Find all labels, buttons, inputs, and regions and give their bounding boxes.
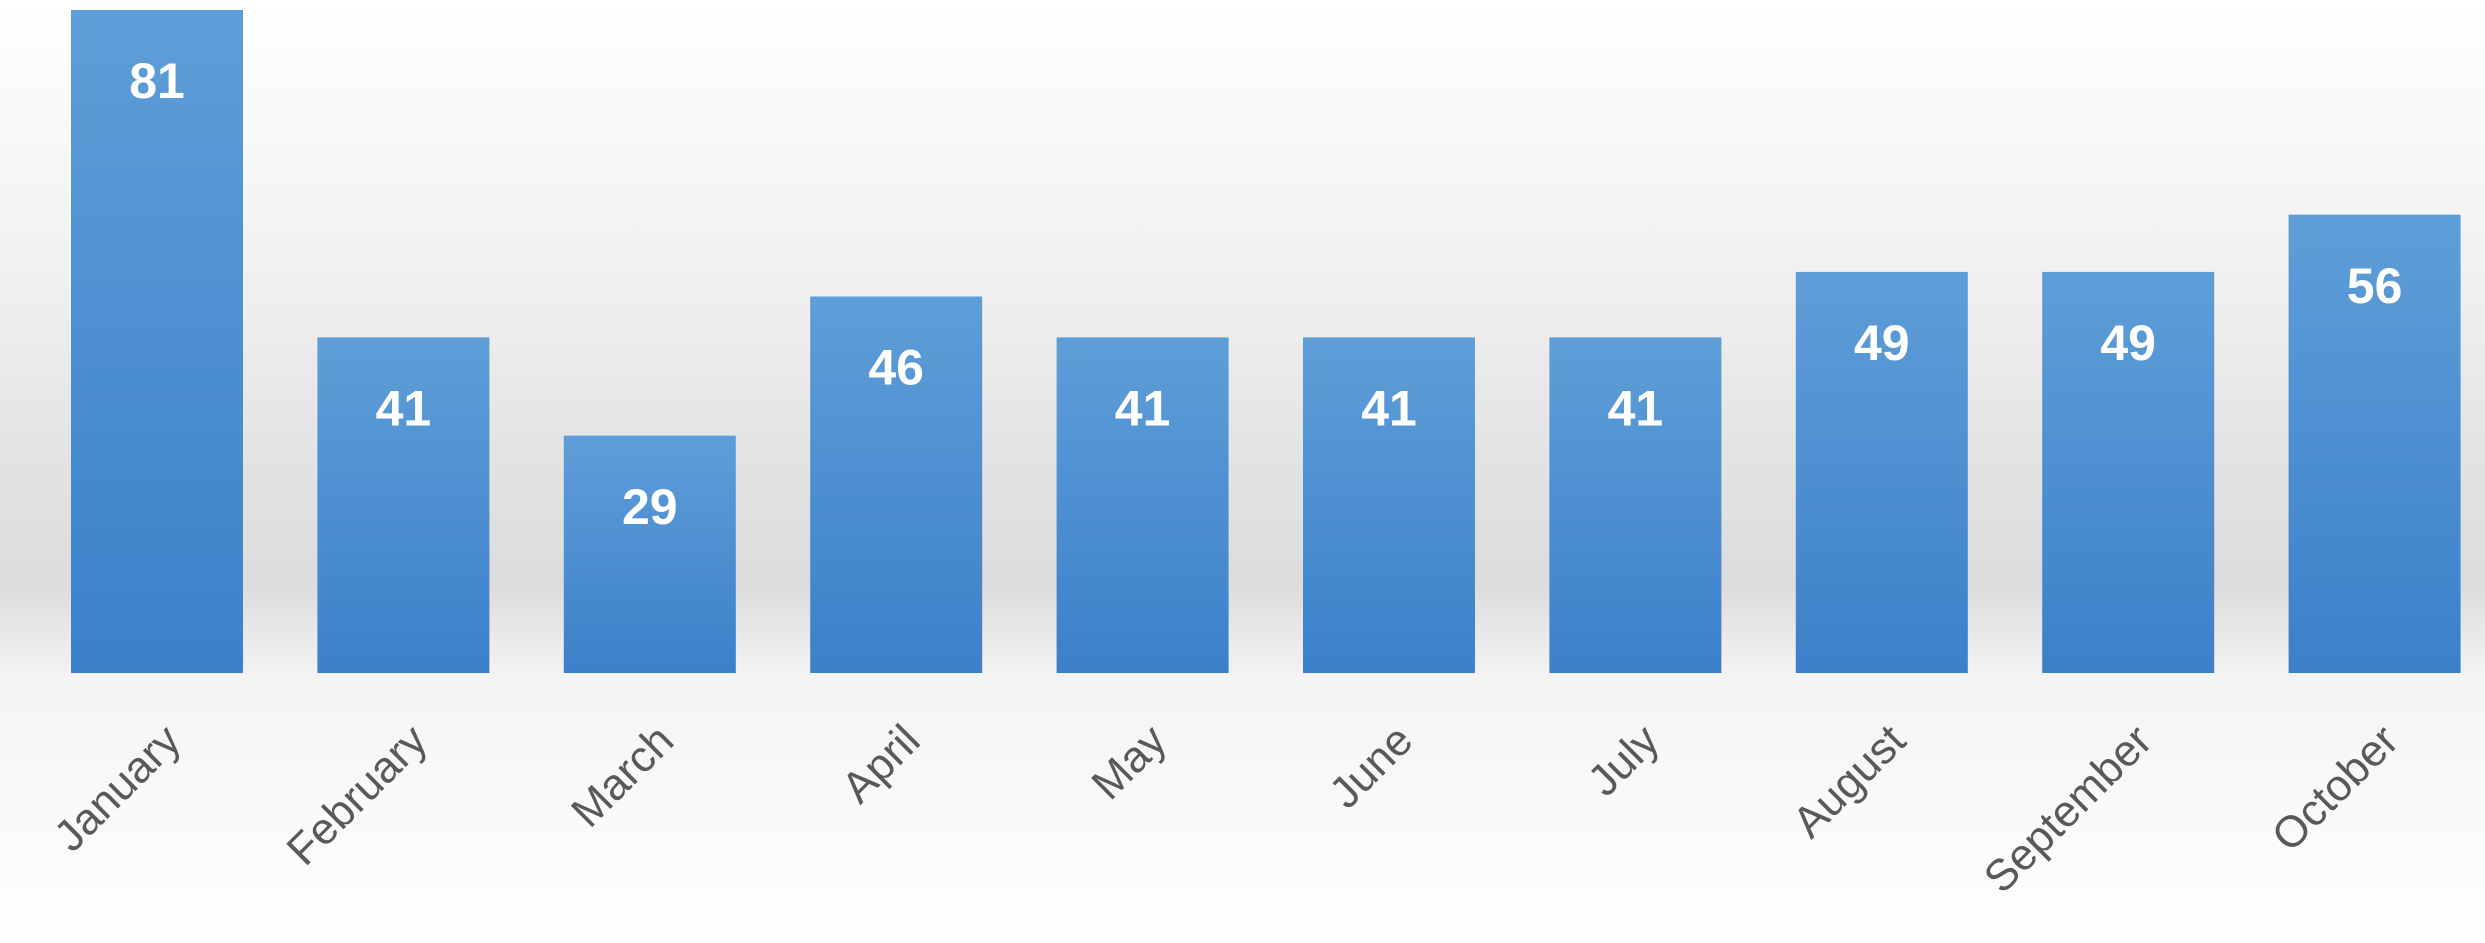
value-label: 29 <box>622 479 678 535</box>
value-label: 56 <box>2347 258 2403 314</box>
value-label: 49 <box>1854 315 1910 371</box>
bar <box>317 337 490 673</box>
bar <box>1549 337 1722 673</box>
value-label: 41 <box>1608 381 1664 437</box>
value-label: 49 <box>2100 315 2156 371</box>
bar <box>71 10 243 673</box>
value-label: 41 <box>1361 381 1417 437</box>
bar <box>1795 271 1968 673</box>
bar <box>1303 337 1475 673</box>
bar <box>2288 214 2461 673</box>
value-label: 81 <box>129 53 185 109</box>
bar <box>810 296 983 673</box>
value-label: 41 <box>1115 381 1171 437</box>
value-label: 41 <box>376 381 432 437</box>
bar <box>2042 271 2215 673</box>
bar <box>563 435 736 673</box>
bar <box>1056 337 1229 673</box>
value-label: 46 <box>868 340 924 396</box>
